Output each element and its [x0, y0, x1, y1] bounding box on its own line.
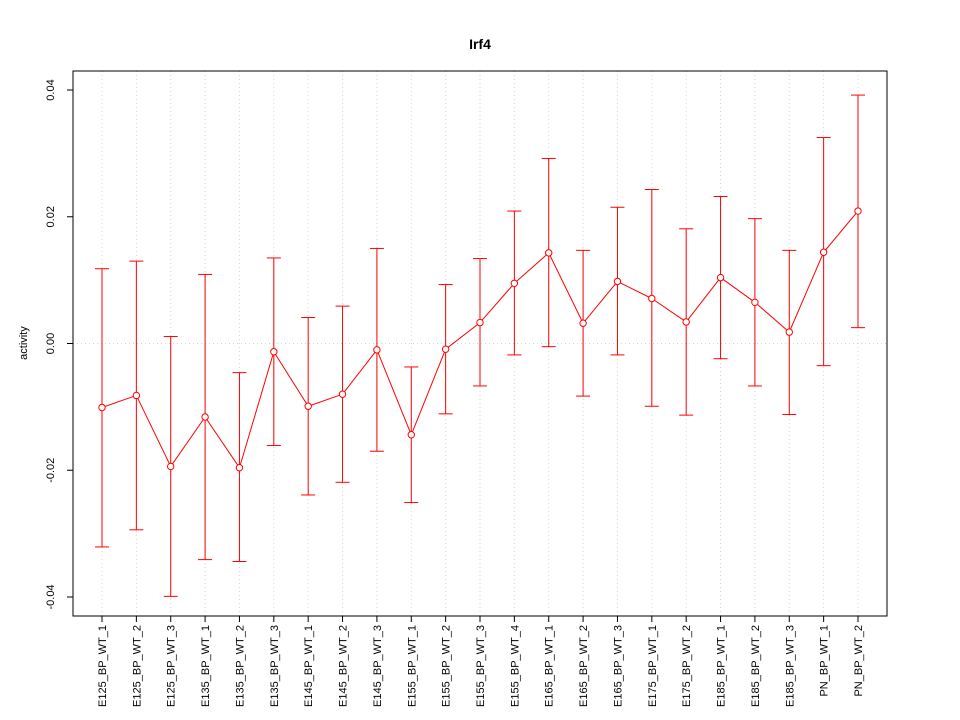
data-point	[235, 464, 244, 472]
data-point	[751, 298, 759, 307]
x-tick-label: E185_BP_WT_3	[784, 625, 796, 707]
data-point	[648, 294, 656, 303]
data-point	[98, 403, 106, 412]
x-tick-label: E135_BP_WT_2	[234, 625, 246, 707]
x-tick-label: E145_BP_WT_1	[303, 625, 315, 707]
data-point	[579, 319, 587, 327]
series-segment	[685, 277, 721, 323]
x-tick-label: E155_BP_WT_3	[475, 625, 487, 707]
data-point	[441, 345, 450, 353]
y-tick-label: 0.02	[45, 206, 57, 227]
x-tick-label: E165_BP_WT_2	[578, 625, 590, 707]
y-tick-label: -0.02	[45, 458, 57, 483]
series-segment	[376, 349, 412, 435]
x-tick-label: E165_BP_WT_1	[544, 625, 556, 707]
y-tick-label: 0.00	[45, 333, 57, 354]
x-tick-label: E165_BP_WT_3	[612, 625, 624, 707]
data-point	[476, 318, 484, 327]
series-segment	[754, 301, 790, 333]
series-segment	[410, 349, 447, 435]
series-segment	[135, 395, 172, 467]
data-point	[819, 248, 828, 256]
data-points	[98, 207, 862, 472]
x-tick-label: E135_BP_WT_1	[200, 625, 212, 707]
series-segment	[582, 281, 618, 324]
x-tick-label: E145_BP_WT_3	[372, 625, 384, 707]
x-tick-label: E185_BP_WT_1	[716, 625, 728, 707]
x-tick-label: PN_BP_WT_2	[853, 625, 865, 697]
x-tick-label: E155_BP_WT_2	[441, 625, 453, 707]
x-tick-label: E145_BP_WT_2	[338, 625, 350, 707]
x-tick-label: E125_BP_WT_1	[97, 625, 109, 707]
data-point	[270, 348, 278, 356]
data-point	[510, 279, 519, 287]
data-point	[201, 413, 209, 421]
data-point	[785, 328, 793, 336]
series-segment	[823, 210, 859, 253]
y-axis-label: activity	[18, 326, 30, 360]
series-segment	[170, 416, 206, 467]
series-segment	[479, 282, 515, 323]
data-point	[854, 207, 862, 215]
x-tick-label: E185_BP_WT_2	[750, 625, 762, 707]
y-axis: -0.04 -0.02 0.00 0.02 0.04	[45, 79, 73, 610]
data-point	[716, 273, 725, 282]
series-segment	[342, 349, 378, 395]
data-point	[682, 318, 690, 326]
x-tick-label: PN_BP_WT_1	[819, 625, 831, 697]
series-line	[101, 210, 859, 468]
series-segment	[204, 416, 240, 468]
series-segment	[445, 322, 481, 350]
series-segment	[720, 277, 756, 303]
data-point	[407, 431, 415, 439]
data-point	[167, 462, 175, 471]
x-tick-label: E175_BP_WT_1	[647, 625, 659, 707]
series-segment	[514, 252, 550, 284]
data-point	[132, 391, 141, 400]
x-tick-label: E155_BP_WT_4	[509, 625, 521, 707]
y-tick-label: -0.04	[45, 584, 57, 609]
series-segment	[548, 252, 584, 324]
series-segment	[651, 298, 687, 323]
x-tick-label: E175_BP_WT_2	[681, 625, 693, 707]
x-tick-label: E125_BP_WT_2	[131, 625, 143, 707]
y-tick-label: 0.04	[45, 79, 57, 100]
x-tick-label: E135_BP_WT_3	[269, 625, 281, 707]
chart-title: Irf4	[469, 36, 491, 52]
data-point	[613, 277, 622, 286]
series-segment	[617, 280, 653, 299]
series-segment	[308, 393, 343, 407]
data-point	[338, 390, 347, 398]
x-tick-label: E155_BP_WT_1	[406, 625, 418, 707]
x-tick-label: E125_BP_WT_3	[166, 625, 178, 707]
series-segment	[101, 394, 137, 408]
series-segment	[273, 351, 309, 407]
series-segment	[238, 351, 275, 468]
data-point	[373, 346, 381, 354]
data-point	[545, 249, 553, 257]
x-axis: E125_BP_WT_1 E125_BP_WT_2 E125_BP_WT_3 E135…	[97, 616, 865, 707]
error-bars	[95, 94, 865, 597]
data-point	[304, 402, 312, 410]
series-segment	[788, 252, 825, 333]
